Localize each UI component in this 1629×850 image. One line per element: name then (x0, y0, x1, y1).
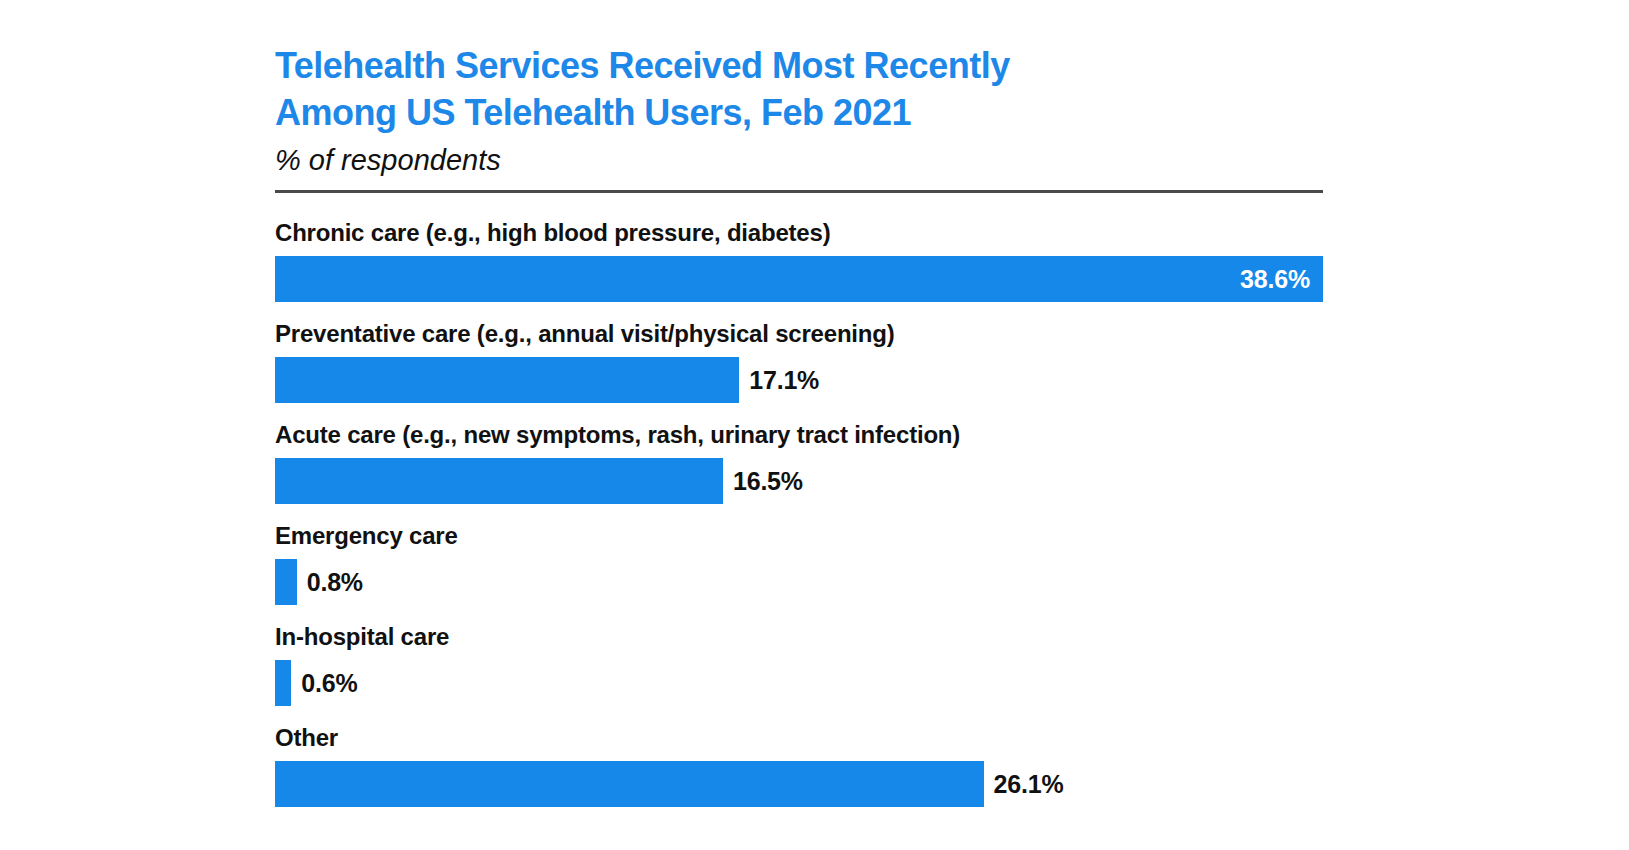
bar-line: 17.1% 17.1% (275, 357, 1323, 403)
chart-title-line2: Among US Telehealth Users, Feb 2021 (275, 89, 1323, 136)
bar-rows: Chronic care (e.g., high blood pressure,… (275, 219, 1323, 807)
bar-row: Other 26.1% 26.1% (275, 724, 1323, 807)
bar-row: Chronic care (e.g., high blood pressure,… (275, 219, 1323, 302)
divider-rule (275, 190, 1323, 193)
category-label: In-hospital care (275, 623, 1323, 651)
category-label: Chronic care (e.g., high blood pressure,… (275, 219, 1323, 247)
bar-line: 0.8% 0.8% (275, 559, 1323, 605)
bar-line: 0.6% 0.6% (275, 660, 1323, 706)
bar-row: Emergency care 0.8% 0.8% (275, 522, 1323, 605)
value-label-inside: 38.6% (1240, 265, 1310, 294)
category-label: Other (275, 724, 1323, 752)
bar: 0.8% (275, 559, 297, 605)
bar: 16.5% (275, 458, 723, 504)
value-label-outside: 0.6% (301, 669, 357, 698)
category-label: Preventative care (e.g., annual visit/ph… (275, 320, 1323, 348)
bar-line: 16.5% 16.5% (275, 458, 1323, 504)
chart-subtitle: % of respondents (275, 143, 1323, 177)
value-label-outside: 17.1% (749, 366, 819, 395)
value-label-outside: 0.8% (307, 568, 363, 597)
bar-row: In-hospital care 0.6% 0.6% (275, 623, 1323, 706)
bar: 26.1% (275, 761, 984, 807)
value-label-outside: 26.1% (994, 770, 1064, 799)
category-label: Acute care (e.g., new symptoms, rash, ur… (275, 421, 1323, 449)
bar: 38.6% (275, 256, 1323, 302)
bar-row: Preventative care (e.g., annual visit/ph… (275, 320, 1323, 403)
bar: 0.6% (275, 660, 291, 706)
value-label-outside: 16.5% (733, 467, 803, 496)
category-label: Emergency care (275, 522, 1323, 550)
bar-line: 38.6% 38.6% (275, 256, 1323, 302)
bar-line: 26.1% 26.1% (275, 761, 1323, 807)
bar: 17.1% (275, 357, 739, 403)
chart: Telehealth Services Received Most Recent… (275, 42, 1323, 825)
chart-title-line1: Telehealth Services Received Most Recent… (275, 42, 1323, 89)
bar-row: Acute care (e.g., new symptoms, rash, ur… (275, 421, 1323, 504)
